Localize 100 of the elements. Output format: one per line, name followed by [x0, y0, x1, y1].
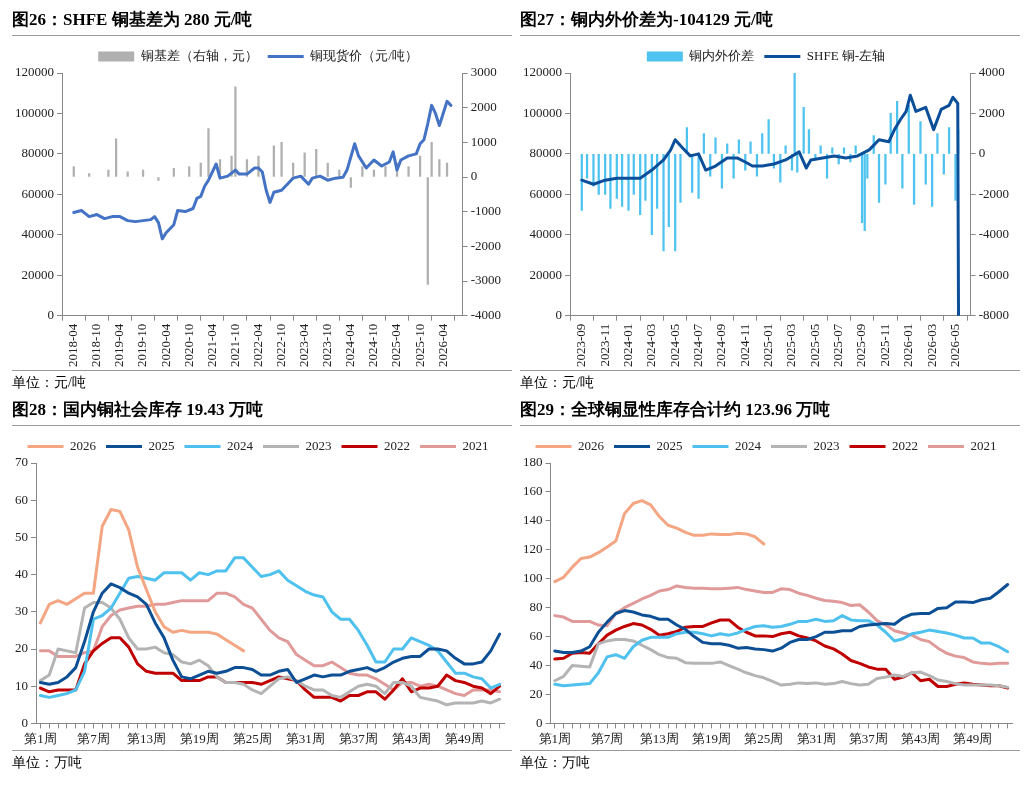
- y-tick-label: 120: [523, 541, 543, 557]
- x-tick-label: 2020-04: [157, 323, 173, 368]
- y-tick-label: 10: [15, 677, 28, 693]
- x-tick-label: 第7周: [77, 730, 110, 746]
- x-tick-label: 2025-11: [876, 323, 892, 367]
- y-tick-label: 60: [529, 628, 543, 644]
- legend-label: 2026: [578, 437, 605, 453]
- x-tick-label: 2026-05: [946, 323, 962, 368]
- x-tick-label: 2018-04: [65, 323, 81, 368]
- y2-tick-label: 2000: [978, 104, 1005, 120]
- x-tick-label: 2018-10: [88, 323, 104, 368]
- legend-label: 铜内外价差: [688, 47, 755, 63]
- x-tick-label: 第37周: [338, 730, 378, 746]
- x-tick-label: 2025-07: [830, 323, 846, 368]
- x-tick-label: 2019-10: [134, 323, 150, 368]
- y-tick-label: 100: [523, 570, 543, 586]
- y-tick-label: 0: [536, 714, 543, 730]
- x-tick-label: 2023-10: [319, 323, 335, 368]
- y-tick-label: 160: [523, 483, 543, 499]
- x-tick-label: 2023-11: [596, 323, 612, 367]
- y-tick-label: 100000: [523, 104, 562, 120]
- y-tick-label: 40: [15, 566, 28, 582]
- legend-label: 2023: [305, 437, 332, 453]
- legend-label: 2022: [384, 437, 410, 453]
- x-tick-label: 2021-04: [203, 323, 219, 368]
- y2-tick-label: -2000: [978, 185, 1010, 201]
- x-tick-label: 2024-05: [666, 323, 682, 368]
- x-tick-label: 2024-07: [689, 323, 705, 368]
- x-tick-label: 2026-03: [923, 323, 939, 368]
- legend-label: 2025: [148, 437, 175, 453]
- legend-label: 2021: [970, 437, 997, 453]
- y2-tick-label: 4000: [978, 64, 1005, 80]
- legend-label: 2021: [462, 437, 489, 453]
- y-tick-label: 0: [555, 307, 562, 323]
- text: 单位：万吨: [12, 755, 82, 770]
- x-tick-label: 第31周: [285, 730, 325, 746]
- y-tick-label: 0: [47, 307, 54, 323]
- legend-label: 2022: [892, 437, 918, 453]
- y2-tick-label: 1000: [470, 133, 497, 149]
- x-tick-label: 2022-04: [249, 323, 265, 368]
- legend-label: 铜基差（右轴，元）: [139, 47, 258, 63]
- text: 单位：元/吨: [12, 375, 86, 390]
- y-tick-label: 20000: [21, 266, 54, 282]
- y2-tick-label: 0: [978, 145, 986, 161]
- y-tick-label: 20: [15, 640, 28, 656]
- chart-title: 图26：SHFE 铜基差为 280 元/吨: [12, 8, 512, 36]
- y2-tick-label: -8000: [978, 307, 1010, 323]
- x-tick-label: 2020-10: [180, 323, 196, 368]
- legend-label: 铜现货价（元/吨）: [309, 47, 418, 63]
- y-tick-label: 120000: [15, 64, 54, 80]
- y-tick-label: 30: [15, 603, 28, 619]
- text: 单位：万吨: [520, 755, 590, 770]
- y-tick-label: 80000: [529, 145, 562, 161]
- y-tick-label: 80000: [21, 145, 54, 161]
- legend-label: 2026: [70, 437, 97, 453]
- y-tick-label: 0: [21, 714, 28, 730]
- y2-tick-label: -3000: [470, 272, 502, 288]
- y-tick-label: 140: [523, 512, 543, 528]
- x-tick-label: 第1周: [538, 730, 572, 746]
- x-tick-label: 第13周: [639, 730, 679, 746]
- y-tick-label: 80: [529, 599, 543, 615]
- x-tick-label: 2024-03: [643, 323, 659, 368]
- x-tick-label: 2024-11: [736, 323, 752, 367]
- x-tick-label: 第19周: [692, 730, 732, 746]
- x-tick-label: 第49周: [444, 730, 484, 746]
- x-tick-label: 2023-04: [296, 323, 312, 368]
- y-tick-label: 120000: [523, 64, 562, 80]
- legend-label: 2023: [813, 437, 840, 453]
- x-tick-label: 2025-05: [806, 323, 822, 368]
- y-tick-label: 40000: [529, 226, 562, 242]
- x-tick-label: 2025-03: [783, 323, 799, 368]
- y2-tick-label: -2000: [470, 237, 502, 253]
- y2-tick-label: -6000: [978, 266, 1010, 282]
- y2-tick-label: -4000: [470, 307, 502, 323]
- chart-title: 图28：国内铜社会库存 19.43 万吨: [12, 398, 512, 426]
- legend-label: 2024: [735, 437, 762, 453]
- x-tick-label: 第7周: [590, 730, 624, 746]
- legend-label: 2024: [227, 437, 254, 453]
- x-tick-label: 2024-10: [365, 323, 381, 368]
- x-tick-label: 2025-01: [760, 323, 776, 368]
- x-tick-label: 第25周: [232, 730, 272, 746]
- x-tick-label: 第49周: [953, 730, 993, 746]
- text: 单位：元/吨: [520, 375, 594, 390]
- chart-title: 图29：全球铜显性库存合计约 123.96 万吨: [520, 398, 1020, 426]
- x-tick-label: 第25周: [744, 730, 784, 746]
- y-tick-label: 60000: [529, 185, 562, 201]
- x-tick-label: 2021-10: [226, 323, 242, 368]
- y2-tick-label: 3000: [470, 64, 497, 80]
- y-tick-label: 100000: [15, 104, 54, 120]
- x-tick-label: 第43周: [901, 730, 941, 746]
- y-tick-label: 70: [15, 454, 28, 470]
- x-tick-label: 2022-10: [273, 323, 288, 368]
- x-tick-label: 2026-04: [434, 323, 450, 368]
- y-tick-label: 20000: [529, 266, 562, 282]
- chart-title: 图27：铜内外价差为-104129 元/吨: [520, 8, 1020, 36]
- legend-label: SHFE 铜-左轴: [806, 47, 886, 63]
- legend-label: 2025: [656, 437, 683, 453]
- y-tick-label: 40000: [21, 226, 54, 242]
- y2-tick-label: 0: [470, 168, 478, 184]
- x-tick-label: 第19周: [179, 730, 219, 746]
